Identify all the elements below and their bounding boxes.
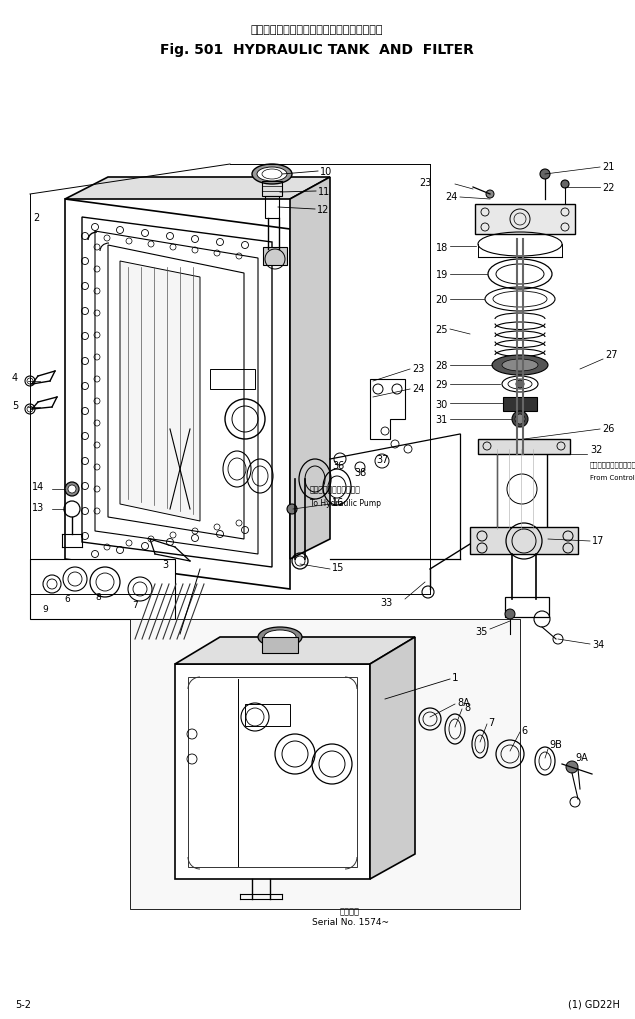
Circle shape [287,504,297,515]
Circle shape [68,485,76,493]
Text: 31: 31 [436,415,448,425]
Circle shape [486,191,494,199]
Text: 28: 28 [436,361,448,371]
Circle shape [540,170,550,179]
Circle shape [566,761,578,773]
Circle shape [512,412,528,428]
Text: 26: 26 [602,424,615,433]
Polygon shape [130,620,520,909]
Text: 9: 9 [42,605,48,613]
Text: 2: 2 [33,213,39,223]
Polygon shape [475,205,575,234]
Polygon shape [108,246,244,539]
Ellipse shape [502,360,538,372]
Text: 38: 38 [354,468,366,478]
Text: 24: 24 [412,383,424,393]
Text: 17: 17 [592,535,605,545]
Text: 19: 19 [436,270,448,280]
Polygon shape [470,528,578,554]
Text: 18: 18 [436,243,448,253]
Text: 23: 23 [412,364,424,374]
Polygon shape [370,637,415,879]
Text: 30: 30 [436,399,448,410]
Circle shape [516,381,524,388]
Text: コントロールバルブから: コントロールバルブから [590,462,635,468]
Text: 34: 34 [592,639,605,649]
Bar [262,181,282,197]
Ellipse shape [264,631,296,644]
Polygon shape [65,178,330,200]
Text: Fig. 501  HYDRAULIC TANK  AND  FILTER: Fig. 501 HYDRAULIC TANK AND FILTER [160,43,474,57]
Bar [262,637,298,653]
Text: 1: 1 [452,673,458,683]
Circle shape [65,483,79,496]
Text: 14: 14 [32,482,44,491]
Text: 9A: 9A [575,752,588,762]
Text: ハイドロリックポンプへ: ハイドロリックポンプへ [310,485,361,494]
Text: 33: 33 [381,597,393,607]
Bar [265,197,279,219]
Bar [497,449,547,530]
Text: 7: 7 [132,600,138,609]
Ellipse shape [492,356,548,376]
Bar [503,397,537,412]
Polygon shape [65,200,290,589]
Text: 5-2: 5-2 [15,999,31,1009]
Text: 36: 36 [332,461,344,471]
Polygon shape [30,559,175,620]
Text: 23: 23 [420,178,432,187]
Circle shape [515,415,525,425]
Text: 配属番号: 配属番号 [340,907,360,916]
Circle shape [561,180,569,189]
Text: 25: 25 [436,325,448,334]
Ellipse shape [252,165,292,184]
Text: 35: 35 [476,627,488,637]
Text: Serial No. 1574~: Serial No. 1574~ [312,917,389,926]
Text: 16: 16 [332,497,344,507]
Text: 8: 8 [95,592,101,601]
Polygon shape [175,664,370,879]
Text: 27: 27 [605,350,617,360]
Text: 24: 24 [446,192,458,202]
Text: 5: 5 [12,400,18,411]
Polygon shape [478,439,570,454]
Text: 6: 6 [521,726,527,736]
Polygon shape [370,380,405,439]
Text: 8A: 8A [457,697,470,707]
Text: From Control Valve: From Control Valve [590,475,635,481]
Bar [245,704,290,727]
Polygon shape [290,178,330,559]
Polygon shape [82,218,272,568]
Polygon shape [95,231,258,554]
Text: 7: 7 [488,717,494,728]
Text: 20: 20 [436,294,448,305]
Circle shape [505,609,515,620]
Text: 11: 11 [318,186,330,197]
Text: 22: 22 [602,182,615,193]
Text: ハイドロリック　タンク　および　フィルタ: ハイドロリック タンク および フィルタ [251,25,384,35]
Text: 13: 13 [32,502,44,513]
Text: 3: 3 [162,559,168,570]
Text: 6: 6 [64,595,70,604]
Text: 12: 12 [317,205,330,215]
Bar [505,597,549,618]
Text: 15: 15 [332,562,344,573]
Text: 37: 37 [376,454,389,465]
Text: To Hydraulic Pump: To Hydraulic Pump [310,498,381,507]
Text: 9B: 9B [549,739,562,749]
Text: (1) GD22H: (1) GD22H [568,999,620,1009]
Text: 32: 32 [590,444,603,454]
Ellipse shape [257,168,287,181]
Bar [263,248,287,266]
Text: 29: 29 [436,380,448,389]
Bar [210,370,255,389]
Text: 21: 21 [602,162,615,172]
Text: 10: 10 [320,167,332,177]
Text: 8: 8 [464,702,470,712]
Polygon shape [188,678,357,867]
Polygon shape [120,262,200,522]
Polygon shape [175,637,415,664]
Text: 4: 4 [12,373,18,382]
Ellipse shape [258,628,302,647]
